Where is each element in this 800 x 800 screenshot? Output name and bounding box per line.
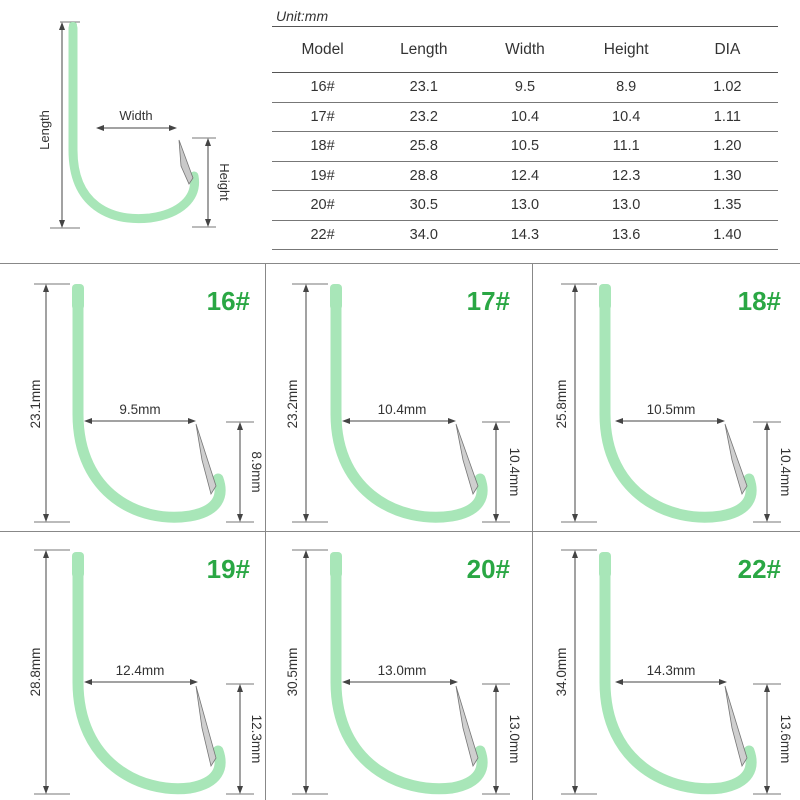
cell-height: 13.0 — [612, 197, 641, 214]
cell-length: 28.8 — [409, 167, 438, 184]
spec-table-container: Unit:mm Model Length Width Height DIA 16… — [272, 6, 778, 250]
cell-height: 13.6 — [612, 226, 641, 243]
model-label: 17# — [467, 286, 511, 316]
cell-model: 18# — [310, 138, 335, 155]
header-length: Length — [400, 40, 448, 58]
length-label: Length — [37, 110, 52, 150]
length-value: 30.5mm — [285, 648, 300, 697]
cell-dia: 1.11 — [713, 108, 741, 125]
cell-length: 30.5 — [409, 197, 438, 214]
hook-size-grid: 23.1mm 9.5mm 8.9mm 16# 23.2mm — [0, 263, 800, 800]
length-value: 23.2mm — [285, 380, 300, 429]
width-value: 12.4mm — [116, 663, 165, 678]
cell-height: 8.9 — [616, 79, 637, 96]
reference-diagram: Length Width Height — [0, 0, 270, 262]
header-width: Width — [505, 40, 545, 58]
hook-panel: 23.2mm 10.4mm 10.4mm 17# — [266, 264, 532, 532]
cell-dia: 1.40 — [713, 226, 742, 243]
height-value: 10.4mm — [507, 448, 522, 497]
width-value: 10.4mm — [378, 402, 427, 417]
cell-width: 10.4 — [510, 108, 540, 125]
spec-table: Model Length Width Height DIA 16# 23.1 9… — [272, 26, 778, 250]
height-value: 10.4mm — [778, 448, 793, 497]
table-row: 18# 25.8 10.5 11.1 1.20 — [272, 132, 778, 161]
width-value: 9.5mm — [119, 402, 160, 417]
header-dia: DIA — [714, 40, 741, 58]
table-row: 17# 23.2 10.4 10.4 1.11 — [272, 102, 778, 132]
height-value: 13.6mm — [778, 715, 793, 764]
cell-width: 9.5 — [514, 79, 536, 96]
cell-height: 10.4 — [612, 108, 641, 125]
width-value: 13.0mm — [378, 663, 427, 678]
hook-panel: 23.1mm 9.5mm 8.9mm 16# — [0, 264, 266, 532]
hook-panel: 25.8mm 10.5mm 10.4mm 18# — [533, 264, 799, 532]
header-model: Model — [301, 40, 344, 58]
height-label: Height — [217, 163, 232, 201]
cell-model: 22# — [310, 226, 335, 243]
cell-width: 12.4 — [510, 167, 540, 184]
model-label: 20# — [467, 554, 511, 584]
cell-model: 20# — [310, 197, 335, 214]
width-value: 10.5mm — [647, 402, 696, 417]
hook-panel: 28.8mm 12.4mm 12.3mm 19# — [0, 532, 266, 800]
cell-width: 13.0 — [510, 197, 540, 214]
length-value: 28.8mm — [28, 648, 43, 697]
cell-dia: 1.02 — [713, 79, 742, 96]
table-row: 20# 30.5 13.0 13.0 1.35 — [272, 191, 778, 220]
table-row: 19# 28.8 12.4 12.3 1.30 — [272, 161, 778, 191]
hook-panel: 34.0mm 14.3mm 13.6mm 22# — [533, 532, 799, 800]
cell-width: 14.3 — [510, 226, 540, 243]
cell-model: 17# — [310, 108, 335, 125]
height-value: 8.9mm — [249, 451, 264, 492]
cell-model: 16# — [310, 79, 335, 96]
model-label: 18# — [738, 286, 782, 316]
cell-height: 11.1 — [612, 138, 640, 155]
model-label: 22# — [738, 554, 782, 584]
cell-dia: 1.35 — [713, 197, 742, 214]
cell-height: 12.3 — [612, 167, 641, 184]
cell-model: 19# — [310, 167, 335, 184]
height-value: 12.3mm — [249, 715, 264, 764]
cell-length: 25.8 — [409, 138, 438, 155]
cell-width: 10.5 — [510, 138, 540, 155]
height-value: 13.0mm — [507, 715, 522, 764]
model-label: 16# — [207, 286, 251, 316]
table-row: 22# 34.0 14.3 13.6 1.40 — [272, 220, 778, 250]
header-height: Height — [603, 40, 649, 58]
unit-label: Unit:mm — [276, 8, 329, 24]
width-value: 14.3mm — [647, 663, 696, 678]
cell-length: 34.0 — [409, 226, 438, 243]
cell-length: 23.1 — [409, 79, 438, 96]
length-value: 34.0mm — [554, 648, 569, 697]
length-value: 23.1mm — [28, 380, 43, 429]
length-value: 25.8mm — [554, 380, 569, 429]
hook-panel: 30.5mm 13.0mm 13.0mm 20# — [266, 532, 532, 800]
cell-dia: 1.30 — [713, 167, 742, 184]
table-header-row: Model Length Width Height DIA — [272, 26, 778, 73]
width-label: Width — [119, 108, 152, 123]
cell-length: 23.2 — [409, 108, 438, 125]
cell-dia: 1.20 — [713, 138, 742, 155]
table-row: 16# 23.1 9.5 8.9 1.02 — [272, 73, 778, 102]
model-label: 19# — [207, 554, 251, 584]
